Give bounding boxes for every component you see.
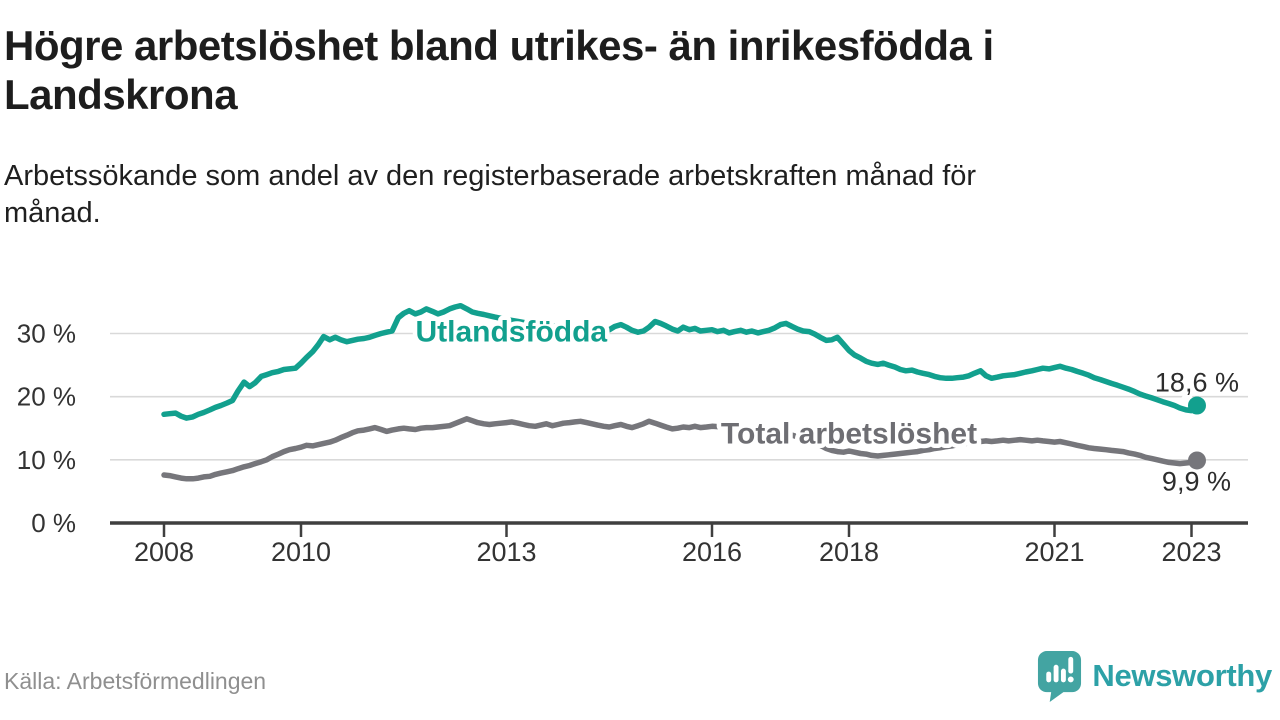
series-line-utlandsfodda [161, 302, 1200, 421]
bar-chart-glyph [1046, 656, 1075, 683]
newsworthy-logo: Newsworthy [1036, 648, 1272, 703]
x-axis-label: 2016 [682, 537, 742, 567]
chart-subtitle: Arbetssökande som andel av den registerb… [4, 158, 1224, 232]
newsworthy-logo-icon [1038, 651, 1082, 702]
y-axis-label: 0 % [31, 508, 76, 538]
y-axis-label: 10 % [17, 445, 76, 475]
x-axis-label: 2013 [476, 537, 536, 567]
x-axis-label: 2021 [1024, 537, 1084, 567]
newsworthy-wordmark: Newsworthy [1092, 657, 1272, 693]
series-label-total: Total arbetslöshet [721, 418, 977, 451]
series-line-total [161, 416, 1200, 482]
subtitle-line-1: Arbetssökande som andel av den registerb… [4, 160, 977, 192]
x-axis-label: 2010 [271, 537, 331, 567]
end-value-label-total: 9,9 % [1162, 466, 1231, 496]
end-value-label-utlandsfodda: 18,6 % [1155, 368, 1239, 398]
series-end-dot-utlandsfodda [1187, 396, 1206, 415]
series-end-dot-total [1187, 451, 1206, 470]
title-line-1: Högre arbetslöshet bland utrikes- än inr… [4, 22, 994, 69]
x-axis-label: 2023 [1161, 537, 1221, 567]
x-axis-label: 2018 [819, 537, 879, 567]
subtitle-line-2: månad. [4, 197, 101, 230]
series-label-utlandsfodda: Utlandsfödda [415, 315, 607, 348]
source-caption: Källa: Arbetsförmedlingen [4, 668, 267, 694]
speech-bubble-shape [1038, 651, 1082, 702]
x-axis-label: 2008 [134, 537, 194, 567]
page-title: Högre arbetslöshet bland utrikes- än inr… [4, 22, 1244, 119]
title-line-2: Landskrona [4, 70, 238, 118]
y-axis-label: 30 % [17, 318, 76, 348]
y-axis-label: 20 % [17, 382, 76, 412]
